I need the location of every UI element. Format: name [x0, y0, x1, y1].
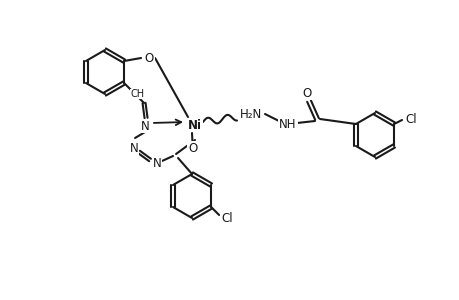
Text: O: O [188, 142, 197, 154]
Text: O: O [144, 52, 153, 64]
Text: O: O [302, 86, 311, 100]
Text: N: N [152, 157, 161, 169]
Text: Cl: Cl [221, 212, 232, 226]
Text: N: N [140, 119, 149, 133]
Text: CH: CH [130, 89, 144, 99]
Text: NH: NH [279, 118, 296, 130]
Text: N: N [129, 142, 138, 154]
Text: Cl: Cl [404, 112, 416, 125]
Text: Ni: Ni [188, 118, 202, 131]
Text: H₂N: H₂N [239, 107, 262, 121]
